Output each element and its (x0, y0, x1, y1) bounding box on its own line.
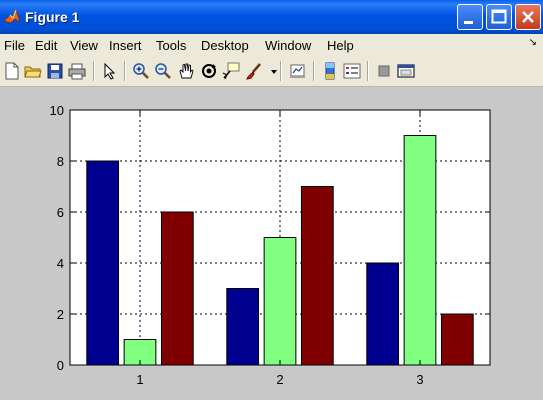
print-icon[interactable] (68, 62, 86, 80)
toolbar-separator (313, 61, 315, 81)
menu-window[interactable]: Window (265, 38, 312, 53)
bar-series-2-cat-3 (403, 135, 437, 366)
menu-view[interactable]: View (70, 38, 98, 53)
matlab-icon (3, 8, 21, 24)
zoom-in-icon[interactable] (132, 62, 150, 80)
menu-help[interactable]: Help (327, 38, 354, 53)
y-tick-label: 8 (57, 154, 64, 169)
link-plot-icon[interactable] (289, 62, 307, 80)
title-bar[interactable]: Figure 1 (0, 0, 543, 34)
y-tick-label: 4 (57, 256, 64, 271)
x-tick-label: 3 (416, 372, 423, 387)
brush-icon[interactable] (245, 62, 263, 80)
window-title: Figure 1 (25, 9, 80, 25)
bar-series-1-cat-3 (366, 262, 400, 366)
toolbar-separator (124, 61, 126, 81)
axis-ticks (70, 109, 490, 366)
data-cursor-icon[interactable] (222, 62, 240, 80)
bar-series-1-cat-2 (226, 288, 260, 366)
menu-edit[interactable]: Edit (35, 38, 58, 53)
toolbar-separator (93, 61, 95, 81)
y-tick-label: 2 (57, 307, 64, 322)
maximize-button[interactable] (486, 4, 512, 30)
menu-desktop[interactable]: Desktop (201, 38, 249, 53)
x-tick-label: 1 (136, 372, 143, 387)
insert-colorbar-icon[interactable] (321, 62, 339, 80)
figure-toolbar (0, 56, 543, 87)
edit-plot-icon[interactable] (101, 62, 119, 80)
brush-dropdown-icon[interactable] (265, 62, 283, 80)
menu-insert[interactable]: Insert (109, 38, 142, 53)
bar-series-3-cat-2 (300, 186, 334, 366)
bar-series-3-cat-1 (160, 211, 194, 366)
y-tick-label: 6 (57, 205, 64, 220)
rotate-3d-icon[interactable] (200, 62, 218, 80)
close-icon (522, 11, 534, 23)
dock-arrow-icon[interactable]: ↘ (528, 37, 537, 48)
show-plot-tools-icon[interactable] (397, 62, 415, 80)
insert-legend-icon[interactable] (343, 62, 361, 80)
minimize-icon (464, 21, 473, 24)
maximize-icon (491, 9, 507, 24)
y-tick-label: 10 (50, 103, 64, 118)
y-tick-label: 0 (57, 358, 64, 373)
close-button[interactable] (515, 4, 541, 30)
minimize-button[interactable] (457, 4, 483, 30)
bar-series (86, 135, 474, 366)
save-icon[interactable] (46, 62, 64, 80)
bar-series-1-cat-1 (86, 160, 120, 366)
pan-icon[interactable] (177, 62, 195, 80)
toolbar-separator (280, 61, 282, 81)
x-tick-label: 2 (276, 372, 283, 387)
toolbar-separator (367, 61, 369, 81)
menu-bar: File Edit View Insert Tools Desktop Wind… (0, 34, 543, 56)
zoom-out-icon[interactable] (154, 62, 172, 80)
new-figure-icon[interactable] (3, 62, 21, 80)
bar-series-2-cat-2 (263, 237, 297, 366)
menu-tools[interactable]: Tools (156, 38, 187, 53)
hide-plot-tools-icon[interactable] (375, 62, 393, 80)
bar-series-3-cat-3 (440, 313, 474, 366)
open-file-icon[interactable] (24, 62, 42, 80)
menu-file[interactable]: File (4, 38, 25, 53)
